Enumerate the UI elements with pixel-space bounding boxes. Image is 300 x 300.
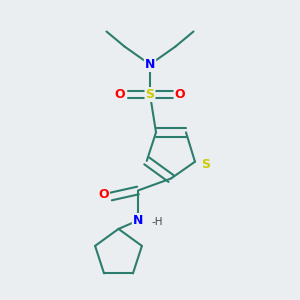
Text: O: O — [115, 88, 125, 101]
Text: -H: -H — [152, 217, 163, 227]
Text: O: O — [98, 188, 109, 202]
Text: S: S — [146, 88, 154, 101]
Text: N: N — [145, 58, 155, 71]
Text: N: N — [133, 214, 143, 227]
Text: O: O — [175, 88, 185, 101]
Text: S: S — [201, 158, 210, 171]
